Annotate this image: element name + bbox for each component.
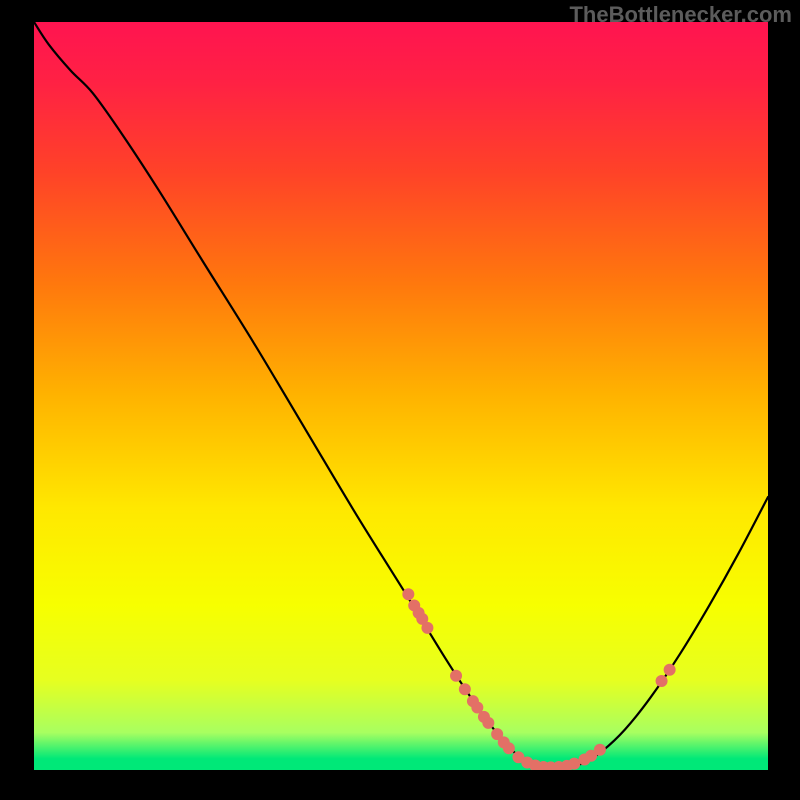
data-marker [503,743,514,754]
data-marker [459,684,470,695]
data-marker [451,670,462,681]
data-marker [569,758,580,769]
data-marker [422,622,433,633]
data-marker [472,702,483,713]
data-marker [403,589,414,600]
chart-root: TheBottlenecker.com [0,0,800,800]
data-marker [656,675,667,686]
data-marker [483,717,494,728]
watermark-text: TheBottlenecker.com [569,2,792,28]
chart-svg [0,0,800,800]
plot-background [34,22,768,770]
data-marker [594,744,605,755]
data-marker [664,664,675,675]
